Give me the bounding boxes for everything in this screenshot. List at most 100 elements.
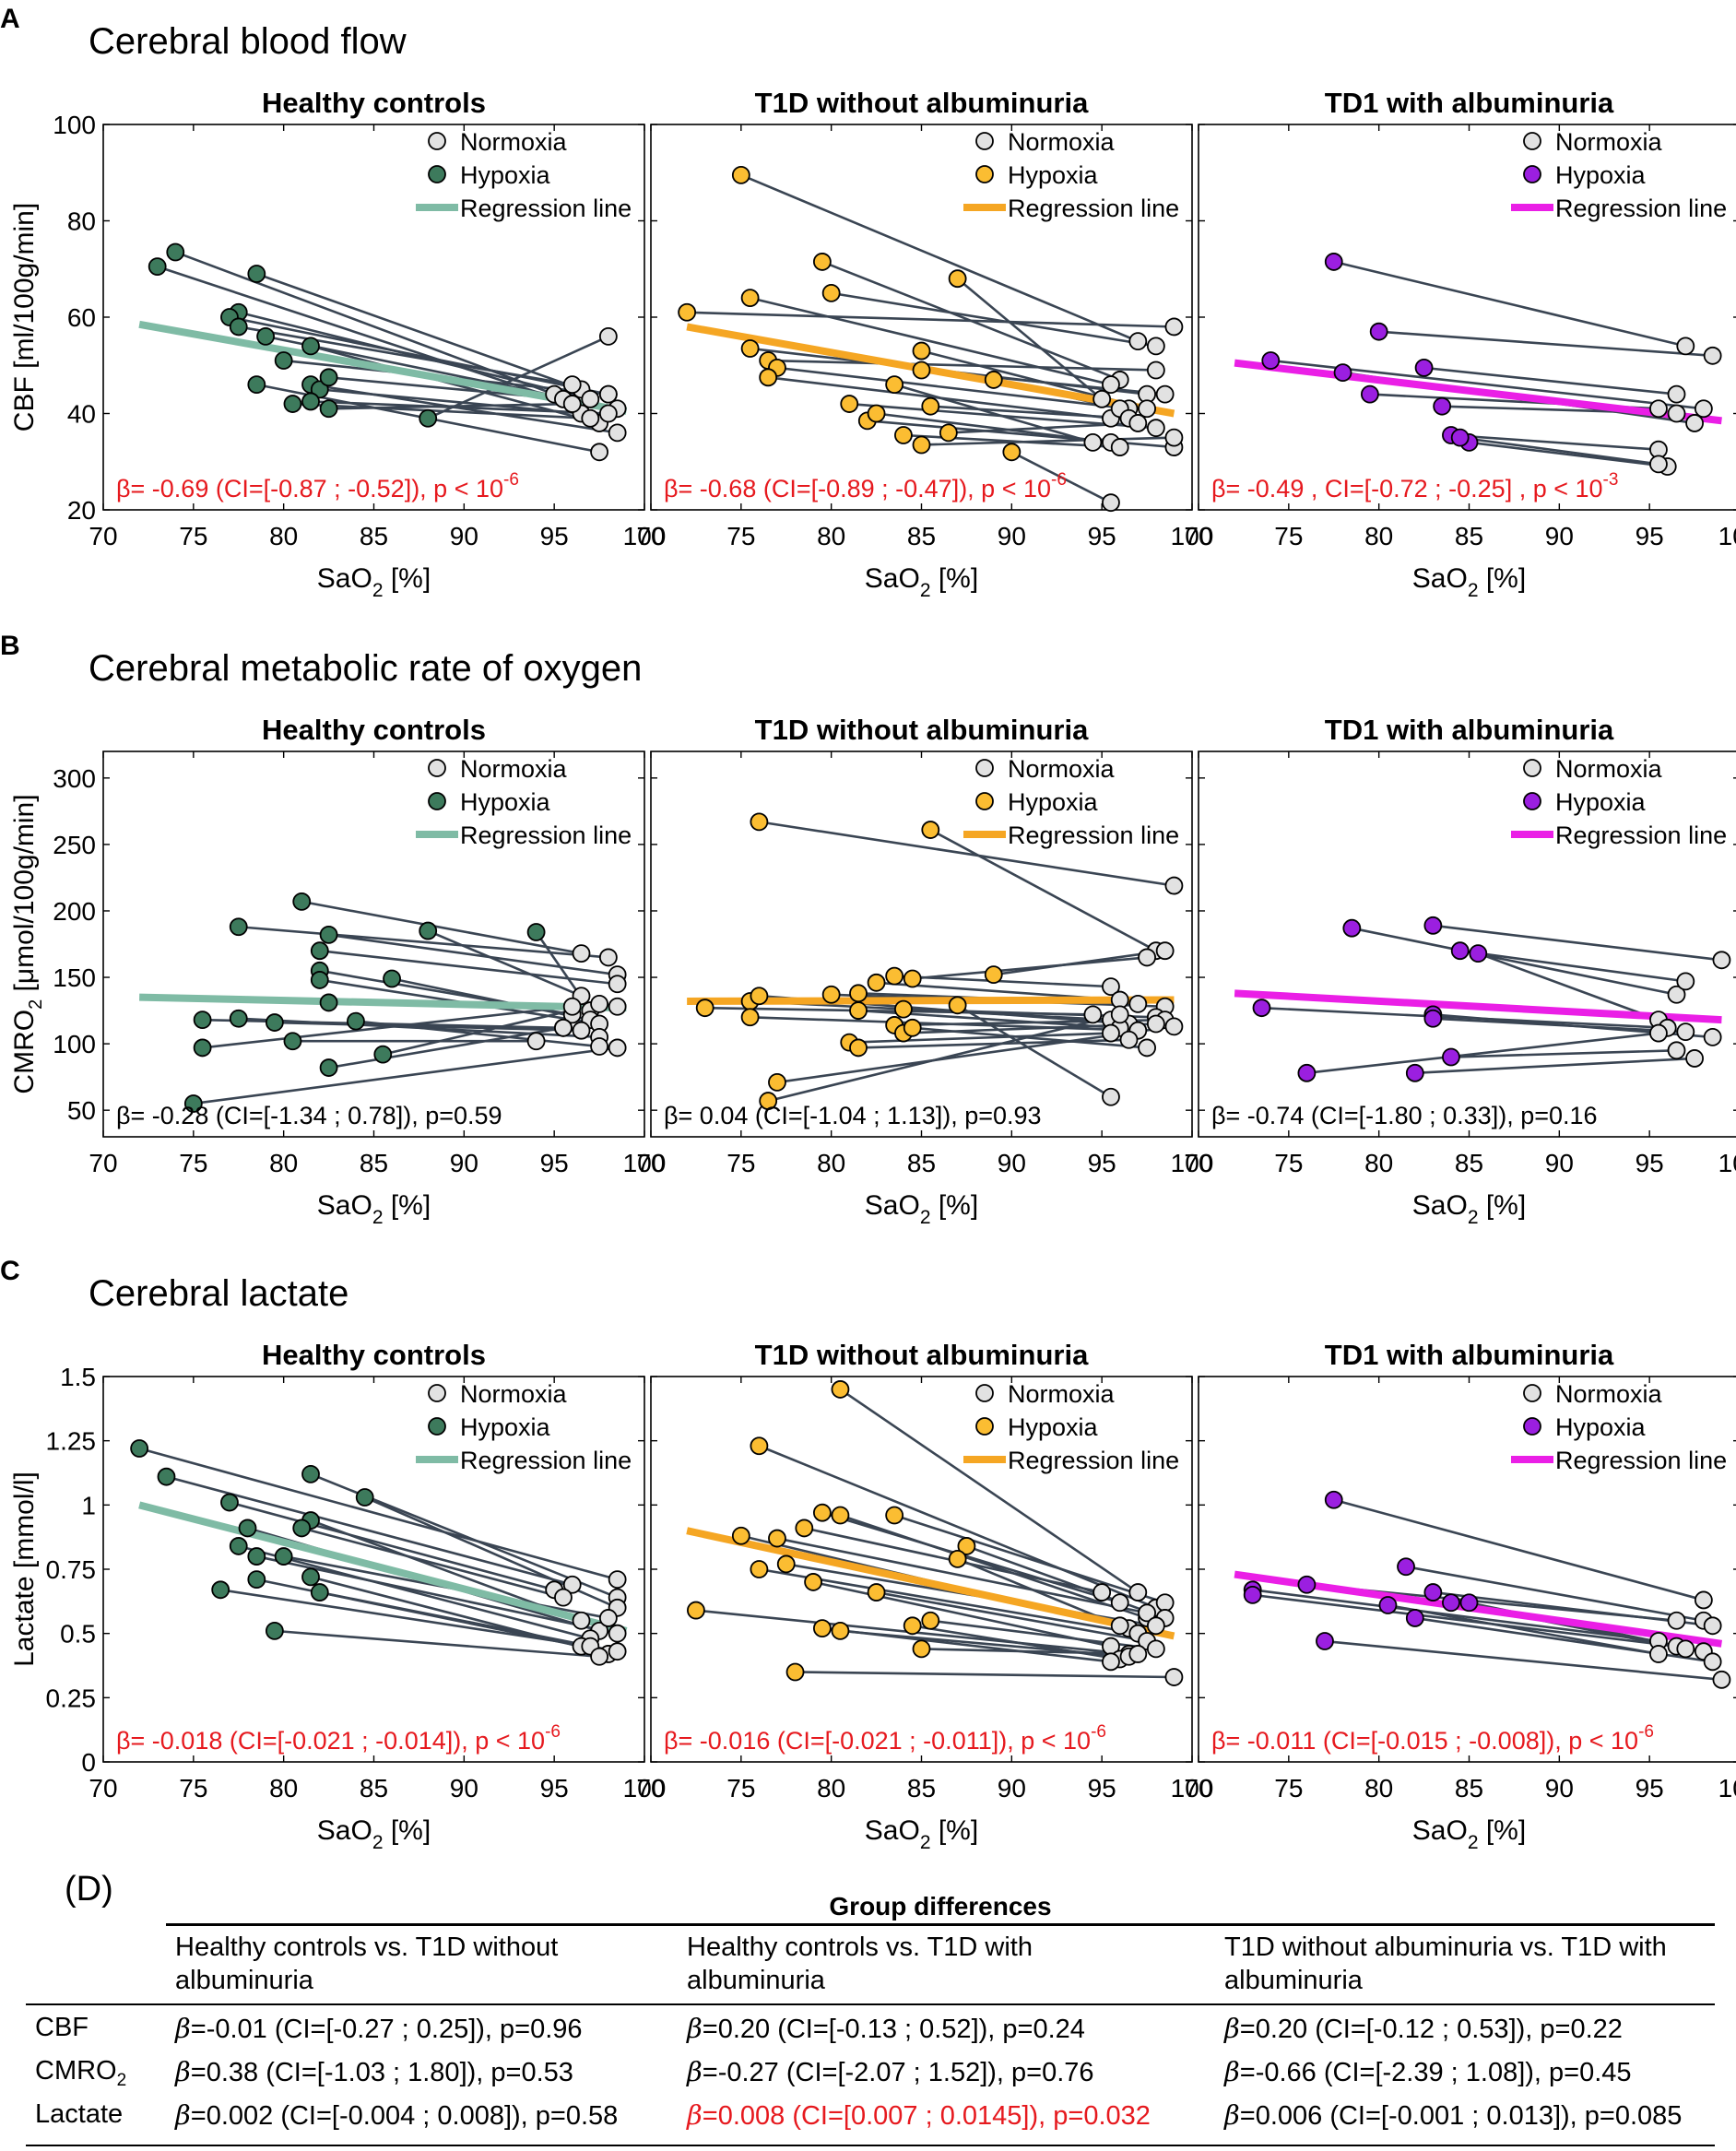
hypoxia-point xyxy=(768,1529,786,1548)
hypoxia-point xyxy=(1378,1596,1398,1614)
pair-line xyxy=(956,278,1103,400)
pair-line xyxy=(238,925,608,959)
axes-box xyxy=(650,1376,1193,1763)
hypoxia-point xyxy=(292,1519,312,1538)
hypoxia-point xyxy=(1414,358,1434,377)
pair-line xyxy=(328,933,618,976)
pair-line xyxy=(929,828,1157,952)
beta-symbol: β xyxy=(175,2013,191,2044)
hypoxia-point xyxy=(1297,1575,1317,1594)
stats-annotation: β= -0.68 (CI=[-0.89 ; -0.47]), p < 10-6 xyxy=(664,470,1067,502)
pair-line xyxy=(1388,1603,1659,1656)
hypoxia-point xyxy=(229,317,248,337)
hypoxia-point xyxy=(984,371,1003,389)
hypoxia-point xyxy=(1442,1047,1460,1067)
table-cell: β=-0.01 (CI=[-0.27 ; 0.25]), p=0.96 xyxy=(175,2013,583,2044)
x-axis-label-subscript: 2 xyxy=(372,1207,384,1228)
regression-line xyxy=(139,993,627,1012)
hypoxia-point xyxy=(1397,1557,1415,1577)
normoxia-point xyxy=(1083,1005,1103,1024)
x-tick-label: 100 xyxy=(623,1774,667,1802)
hypoxia-point xyxy=(821,283,841,302)
hypoxia-point xyxy=(678,302,697,322)
x-axis-label: SaO2 [%] xyxy=(317,1190,431,1228)
normoxia-point xyxy=(562,395,582,413)
normoxia-point xyxy=(590,443,608,462)
hypoxia-point xyxy=(1450,941,1470,961)
panel-label-d: (D) xyxy=(65,1870,113,1909)
hypoxia-point xyxy=(211,1580,230,1600)
legend-hypoxia-marker xyxy=(428,1417,446,1436)
hypoxia-point xyxy=(776,1554,796,1574)
x-tick-label: 85 xyxy=(1455,1149,1483,1177)
pair-line xyxy=(740,173,1139,343)
pair-line xyxy=(831,291,1157,348)
stats-text: β= -0.016 (CI=[-0.021 ; -0.011]), p < 10 xyxy=(664,1727,1091,1755)
x-tick-label: 75 xyxy=(726,1774,755,1802)
pair-line xyxy=(1252,1589,1659,1643)
legend-regression-label: Regression line xyxy=(1555,1447,1727,1474)
pair-line xyxy=(256,1554,618,1635)
hypoxia-point xyxy=(419,921,438,940)
panel-title: Cerebral lactate xyxy=(89,1273,348,1314)
hypoxia-point xyxy=(1316,1632,1334,1650)
pair-line xyxy=(138,1447,618,1581)
x-tick-label: 75 xyxy=(179,1774,207,1802)
x-axis-label: SaO2 [%] xyxy=(1412,1815,1526,1853)
x-tick-label: 75 xyxy=(179,1149,207,1177)
legend-hypoxia-marker xyxy=(428,165,446,183)
x-axis-label-text: SaO xyxy=(1412,1190,1468,1221)
hypoxia-point xyxy=(731,1526,750,1545)
legend-normoxia-marker xyxy=(1523,1384,1541,1402)
subplot-title: Healthy controls xyxy=(262,714,486,746)
subplot-title: T1D without albuminuria xyxy=(755,1339,1089,1371)
hypoxia-point xyxy=(903,969,922,988)
axes-box xyxy=(102,124,645,511)
normoxia-point xyxy=(1138,948,1156,967)
normoxia-point xyxy=(1138,1038,1156,1058)
table-cell: β=0.002 (CI=[-0.004 ; 0.008]), p=0.58 xyxy=(175,2099,619,2131)
pair-line xyxy=(1252,1593,1677,1648)
hypoxia-point xyxy=(731,165,750,184)
pair-line xyxy=(1433,1590,1713,1627)
hypoxia-point xyxy=(283,395,302,413)
pair-line xyxy=(1010,451,1112,504)
pair-line xyxy=(301,900,582,955)
subplot-2: T1D without albuminuria 70 75 80 85 90 95 100 Sa… xyxy=(636,714,1213,1228)
y-tick-label: 300 xyxy=(53,764,96,793)
x-tick-label: 80 xyxy=(269,522,298,550)
regression-line xyxy=(686,1527,1175,1640)
hypoxia-point xyxy=(310,380,329,399)
beta-symbol: β xyxy=(175,2056,191,2087)
legend-regression-label: Regression line xyxy=(460,821,632,849)
x-axis-label: SaO2 [%] xyxy=(317,1815,431,1853)
table-header-col2: Healthy controls vs. T1D with albuminuri… xyxy=(687,1932,1033,1995)
normoxia-point xyxy=(1164,1668,1184,1686)
normoxia-point xyxy=(1102,375,1120,395)
x-axis-label-unit: [%] xyxy=(1479,1190,1527,1221)
x-tick-label: 95 xyxy=(540,1774,569,1802)
x-axis-label-text: SaO xyxy=(865,1815,920,1846)
panel-letter: C xyxy=(0,1256,20,1286)
pair-line xyxy=(1450,1049,1677,1058)
x-tick-label: 100 xyxy=(623,1149,667,1177)
legend-hypoxia-marker xyxy=(428,792,446,810)
subplot-title: T1D without albuminuria xyxy=(755,714,1089,746)
pair-line xyxy=(750,296,1112,386)
stats-text: β= -0.011 (CI=[-0.015 ; -0.008]), p < 10 xyxy=(1211,1727,1638,1755)
normoxia-point xyxy=(1146,1616,1165,1636)
x-tick-label: 85 xyxy=(907,1149,936,1177)
legend-normoxia-marker xyxy=(428,132,446,150)
hypoxia-point xyxy=(1405,1063,1424,1082)
subplot-title: TD1 with albuminuria xyxy=(1325,1339,1614,1371)
x-tick-label: 95 xyxy=(1636,1149,1664,1177)
normoxia-point xyxy=(1146,1639,1165,1659)
x-tick-label: 80 xyxy=(817,1149,845,1177)
pair-line xyxy=(768,359,1156,372)
pair-line xyxy=(1352,927,1677,997)
pair-line xyxy=(840,1514,1148,1620)
subplot-1: Healthy controls 70 75 80 85 90 95 100 50 100 150 2… xyxy=(53,714,666,1228)
y-tick-label: 60 xyxy=(67,303,96,332)
legend-hypoxia-label: Hypoxia xyxy=(1008,788,1099,816)
subplot-title: Healthy controls xyxy=(262,87,486,119)
